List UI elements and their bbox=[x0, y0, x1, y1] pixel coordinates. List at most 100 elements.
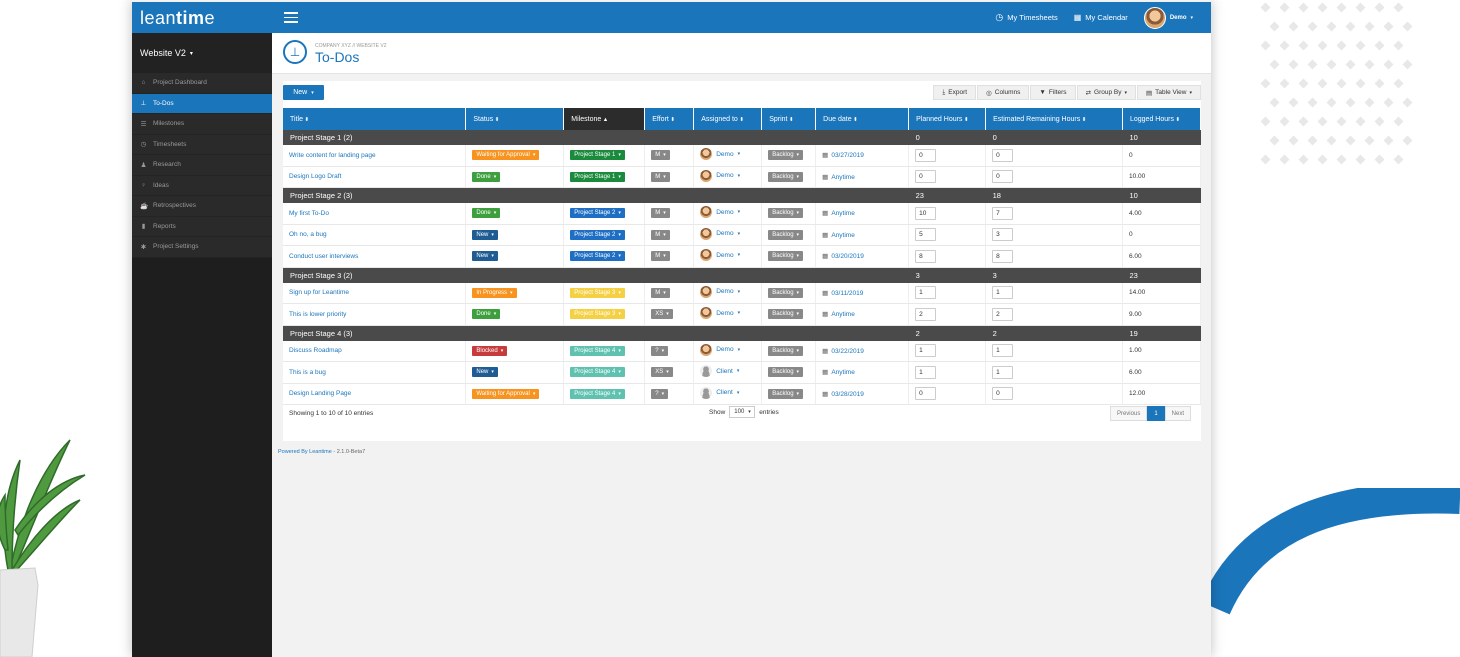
sidebar-item-timesheets[interactable]: ◷ Timesheets bbox=[132, 134, 272, 155]
task-title-link[interactable]: My first To-Do bbox=[289, 209, 329, 217]
due-date-picker[interactable]: Anytime bbox=[831, 311, 855, 319]
remaining-hours-input[interactable]: 8 bbox=[992, 249, 1014, 263]
column-header-status[interactable]: Status ⬍ bbox=[465, 108, 565, 130]
milestone-dropdown[interactable]: Project Stage 3 bbox=[570, 309, 625, 320]
remaining-hours-input[interactable]: 0 bbox=[992, 148, 1014, 162]
effort-dropdown[interactable]: ? bbox=[651, 388, 669, 399]
sprint-dropdown[interactable]: Backlog bbox=[768, 171, 804, 182]
planned-hours-input[interactable]: 5 bbox=[915, 228, 937, 242]
due-date-picker[interactable]: Anytime bbox=[831, 173, 855, 181]
planned-hours-input[interactable]: 0 bbox=[915, 387, 937, 401]
my-timesheets-link[interactable]: ◷ My Timesheets bbox=[995, 12, 1058, 22]
table-view-button[interactable]: ▤ Table View ▾ bbox=[1137, 85, 1201, 100]
effort-dropdown[interactable]: M bbox=[651, 150, 670, 161]
status-dropdown[interactable]: Blocked bbox=[472, 345, 508, 356]
column-header-assigned-to[interactable]: Assigned to ⬍ bbox=[693, 108, 763, 130]
assignee-dropdown[interactable]: Client ▾ bbox=[700, 386, 739, 399]
due-date-picker[interactable]: Anytime bbox=[831, 210, 855, 218]
status-dropdown[interactable]: In Progress bbox=[472, 287, 517, 298]
page-1-button[interactable]: 1 bbox=[1147, 406, 1165, 421]
status-dropdown[interactable]: Waiting for Approval bbox=[472, 150, 540, 161]
milestone-dropdown[interactable]: Project Stage 1 bbox=[570, 150, 625, 161]
assignee-dropdown[interactable]: Demo ▾ bbox=[700, 285, 740, 298]
due-date-picker[interactable]: 03/27/2019 bbox=[831, 152, 864, 160]
task-title-link[interactable]: Sign up for Leantime bbox=[289, 289, 349, 297]
milestone-dropdown[interactable]: Project Stage 2 bbox=[570, 208, 625, 219]
planned-hours-input[interactable]: 8 bbox=[915, 249, 937, 263]
menu-toggle-icon[interactable] bbox=[284, 12, 298, 26]
due-date-picker[interactable]: Anytime bbox=[831, 231, 855, 239]
project-selector[interactable]: Website V2 ▾ bbox=[132, 33, 272, 73]
assignee-dropdown[interactable]: Demo ▾ bbox=[700, 307, 740, 320]
status-dropdown[interactable]: New bbox=[472, 229, 498, 240]
planned-hours-input[interactable]: 0 bbox=[915, 148, 937, 162]
due-date-picker[interactable]: 03/28/2019 bbox=[831, 390, 864, 398]
sidebar-item-project-settings[interactable]: ✱ Project Settings bbox=[132, 237, 272, 258]
planned-hours-input[interactable]: 0 bbox=[915, 170, 937, 184]
column-header-effort[interactable]: Effort ⬍ bbox=[644, 108, 695, 130]
sprint-dropdown[interactable]: Backlog bbox=[768, 367, 804, 378]
remaining-hours-input[interactable]: 2 bbox=[992, 307, 1014, 321]
assignee-dropdown[interactable]: Demo ▾ bbox=[700, 343, 740, 356]
sidebar-item-ideas[interactable]: ♀ Ideas bbox=[132, 175, 272, 196]
assignee-dropdown[interactable]: Demo ▾ bbox=[700, 206, 740, 219]
user-menu[interactable]: Demo ▾ bbox=[1143, 6, 1193, 29]
task-title-link[interactable]: Write content for landing page bbox=[289, 151, 376, 159]
milestone-dropdown[interactable]: Project Stage 3 bbox=[570, 287, 625, 298]
column-header-milestone[interactable]: Milestone ▲ bbox=[563, 108, 646, 130]
status-dropdown[interactable]: Done bbox=[472, 171, 501, 182]
remaining-hours-input[interactable]: 1 bbox=[992, 286, 1014, 300]
my-calendar-link[interactable]: ▦ My Calendar bbox=[1073, 13, 1128, 22]
leantime-logo[interactable]: leantime bbox=[140, 8, 216, 28]
status-dropdown[interactable]: Done bbox=[472, 309, 501, 320]
due-date-picker[interactable]: Anytime bbox=[831, 369, 855, 377]
remaining-hours-input[interactable]: 7 bbox=[992, 206, 1014, 220]
remaining-hours-input[interactable]: 3 bbox=[992, 228, 1014, 242]
status-dropdown[interactable]: Waiting for Approval bbox=[472, 388, 540, 399]
effort-dropdown[interactable]: XS bbox=[651, 309, 673, 320]
leantime-link[interactable]: Powered By Leantime bbox=[278, 449, 332, 455]
task-title-link[interactable]: Oh no, a bug bbox=[289, 231, 327, 239]
effort-dropdown[interactable]: ? bbox=[651, 345, 669, 356]
sidebar-item-reports[interactable]: ▮ Reports bbox=[132, 216, 272, 237]
column-header-due-date[interactable]: Due date ⬍ bbox=[815, 108, 910, 130]
sprint-dropdown[interactable]: Backlog bbox=[768, 309, 804, 320]
task-title-link[interactable]: Design Landing Page bbox=[289, 390, 352, 398]
task-title-link[interactable]: This is a bug bbox=[289, 368, 326, 376]
task-title-link[interactable]: Design Logo Draft bbox=[289, 173, 342, 181]
planned-hours-input[interactable]: 2 bbox=[915, 307, 937, 321]
milestone-dropdown[interactable]: Project Stage 2 bbox=[570, 229, 625, 240]
assignee-dropdown[interactable]: Demo ▾ bbox=[700, 169, 740, 182]
sprint-dropdown[interactable]: Backlog bbox=[768, 229, 804, 240]
status-dropdown[interactable]: New bbox=[472, 367, 498, 378]
sprint-dropdown[interactable]: Backlog bbox=[768, 287, 804, 298]
page-size-select[interactable]: 100 ▾ bbox=[729, 406, 756, 418]
planned-hours-input[interactable]: 10 bbox=[915, 206, 937, 220]
sprint-dropdown[interactable]: Backlog bbox=[768, 251, 804, 262]
effort-dropdown[interactable]: M bbox=[651, 171, 670, 182]
task-title-link[interactable]: Discuss Roadmap bbox=[289, 347, 342, 355]
remaining-hours-input[interactable]: 0 bbox=[992, 387, 1014, 401]
column-header-logged-hours[interactable]: Logged Hours ⬍ bbox=[1122, 108, 1202, 130]
milestone-dropdown[interactable]: Project Stage 2 bbox=[570, 251, 625, 262]
sidebar-item-project-dashboard[interactable]: ⌂ Project Dashboard bbox=[132, 73, 272, 94]
column-header-title[interactable]: Title ⬍ bbox=[283, 108, 467, 130]
sidebar-item-research[interactable]: ♟ Research bbox=[132, 155, 272, 176]
column-header-estimated-remaining-hours[interactable]: Estimated Remaining Hours ⬍ bbox=[985, 108, 1123, 130]
assignee-dropdown[interactable]: Client ▾ bbox=[700, 365, 739, 378]
planned-hours-input[interactable]: 1 bbox=[915, 365, 937, 379]
effort-dropdown[interactable]: XS bbox=[651, 367, 673, 378]
due-date-picker[interactable]: 03/11/2019 bbox=[831, 289, 864, 297]
milestone-dropdown[interactable]: Project Stage 1 bbox=[570, 171, 625, 182]
status-dropdown[interactable]: Done bbox=[472, 208, 501, 219]
next-page-button[interactable]: Next bbox=[1164, 406, 1191, 421]
planned-hours-input[interactable]: 1 bbox=[915, 344, 937, 358]
sidebar-item-retrospectives[interactable]: ☕ Retrospectives bbox=[132, 196, 272, 217]
due-date-picker[interactable]: 03/20/2019 bbox=[831, 253, 864, 261]
sprint-dropdown[interactable]: Backlog bbox=[768, 208, 804, 219]
planned-hours-input[interactable]: 1 bbox=[915, 286, 937, 300]
status-dropdown[interactable]: New bbox=[472, 251, 498, 262]
new-button[interactable]: New ▾ bbox=[283, 85, 324, 100]
column-header-planned-hours[interactable]: Planned Hours ⬍ bbox=[908, 108, 987, 130]
previous-page-button[interactable]: Previous bbox=[1109, 406, 1148, 421]
